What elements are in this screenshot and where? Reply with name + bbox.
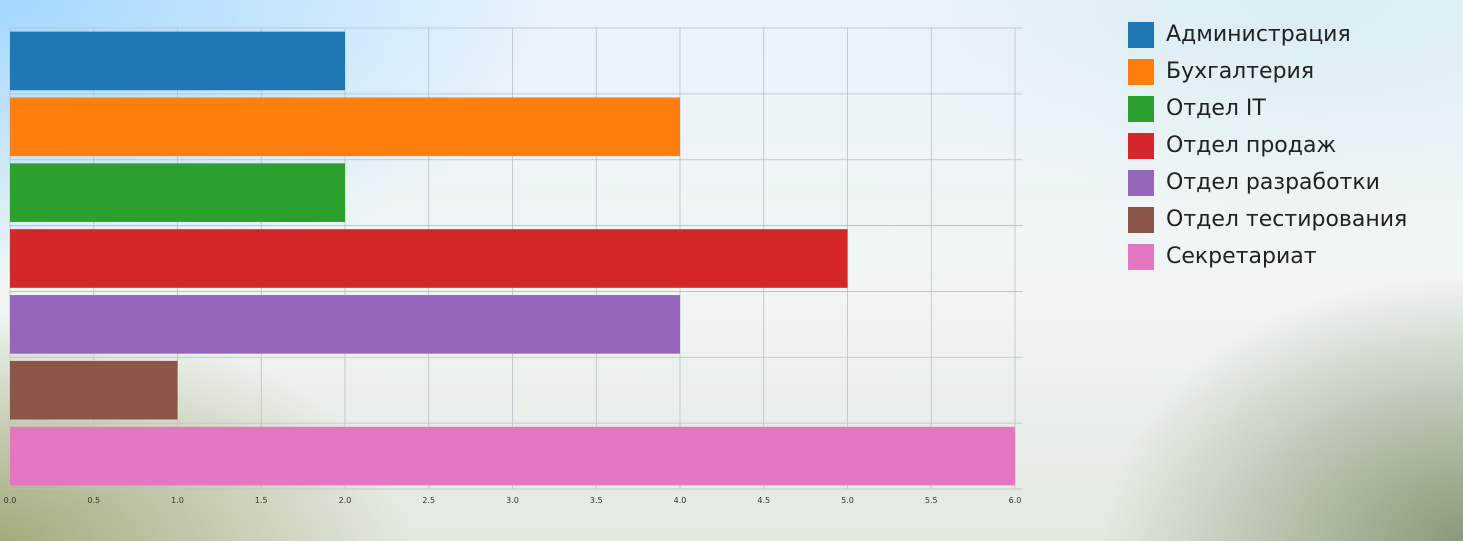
legend-label: Бухгалтерия bbox=[1166, 59, 1315, 84]
bar-3 bbox=[10, 163, 345, 222]
bar-1 bbox=[10, 31, 345, 91]
legend-label: Отдел разработки bbox=[1166, 170, 1380, 195]
legend-swatch bbox=[1128, 58, 1154, 85]
legend-swatch bbox=[1128, 21, 1154, 48]
legend-item: Отдел тестирования bbox=[1128, 201, 1407, 238]
x-tick-label: 0.5 bbox=[87, 496, 100, 505]
x-tick-label: 0.0 bbox=[4, 496, 17, 505]
bar-4 bbox=[10, 229, 848, 288]
x-tick-label: 5.0 bbox=[841, 496, 854, 505]
legend-label: Отдел тестирования bbox=[1166, 207, 1408, 232]
legend-item: Отдел продаж bbox=[1128, 127, 1407, 164]
legend-item: Бухгалтерия bbox=[1128, 53, 1407, 90]
bar-chart: 0.0 0.5 1.0 1.5 2.0 2.5 3.0 3.5 4.0 4.5 5.0 5.5 6.0 bbox=[4, 27, 1023, 505]
legend-label: Секретариат bbox=[1166, 244, 1317, 269]
bar-6 bbox=[10, 360, 178, 420]
bar-2 bbox=[10, 97, 680, 157]
legend-swatch bbox=[1128, 132, 1154, 159]
legend-item: Отдел разработки bbox=[1128, 164, 1407, 201]
x-tick-label: 2.5 bbox=[422, 496, 435, 505]
bar-5 bbox=[10, 295, 680, 354]
x-tick-label: 1.5 bbox=[255, 496, 268, 505]
legend-swatch bbox=[1128, 95, 1154, 122]
x-tick-label: 2.0 bbox=[339, 496, 352, 505]
x-tick-label: 3.0 bbox=[506, 496, 519, 505]
legend-swatch bbox=[1128, 169, 1154, 196]
x-tick-label: 1.0 bbox=[171, 496, 184, 505]
x-tick-label: 4.5 bbox=[757, 496, 770, 505]
chart-bars bbox=[10, 31, 1015, 486]
chart-legend: Администрация Бухгалтерия Отдел IT Отдел… bbox=[1128, 16, 1407, 275]
legend-label: Отдел IT bbox=[1166, 96, 1266, 121]
x-tick-label: 4.0 bbox=[674, 496, 687, 505]
legend-item: Администрация bbox=[1128, 16, 1407, 53]
legend-swatch bbox=[1128, 243, 1154, 270]
legend-item: Секретариат bbox=[1128, 238, 1407, 275]
bar-7 bbox=[10, 426, 1015, 486]
x-tick-label: 6.0 bbox=[1009, 496, 1022, 505]
x-tick-label: 5.5 bbox=[925, 496, 938, 505]
legend-label: Администрация bbox=[1166, 22, 1351, 47]
legend-item: Отдел IT bbox=[1128, 90, 1407, 127]
legend-swatch bbox=[1128, 206, 1154, 233]
x-axis-ticks: 0.0 0.5 1.0 1.5 2.0 2.5 3.0 3.5 4.0 4.5 5.0 5.5 6.0 bbox=[4, 496, 1022, 505]
legend-label: Отдел продаж bbox=[1166, 133, 1337, 158]
x-tick-label: 3.5 bbox=[590, 496, 603, 505]
